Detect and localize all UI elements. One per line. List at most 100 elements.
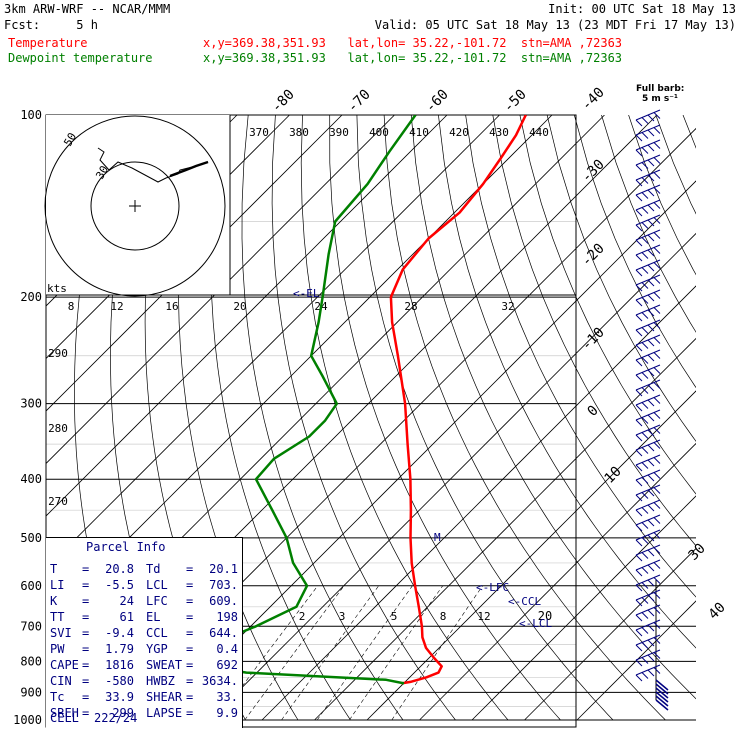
parcel-value: 644.: [209, 626, 238, 640]
wind-barb-flag: [647, 144, 655, 152]
hodograph-trace: [97, 147, 209, 183]
theta-label: 420: [449, 126, 469, 139]
parcel-value: -9.4: [105, 626, 134, 640]
wind-barb-flag: [641, 627, 649, 634]
full-barb-line2: 5 m s⁻¹: [642, 94, 678, 104]
wind-barb-flag: [653, 442, 661, 449]
parcel-row: CIN -580 HWBZ 3634. = =: [46, 674, 242, 690]
isotherm-line: [46, 115, 395, 465]
parcel-row: CAPE 1816 SWEAT 692 = =: [46, 658, 242, 674]
parcel-equals: =: [186, 706, 194, 720]
parcel-key: LI: [50, 578, 65, 592]
dry-adiabat-line: [655, 115, 696, 215]
wind-barb-flag: [641, 507, 649, 514]
wind-barb-flag: [641, 432, 649, 439]
dry-adiabat-line: [383, 115, 666, 721]
wind-barb-flag: [647, 609, 655, 617]
wind-barb-flag: [641, 192, 649, 199]
wind-barb-flag: [653, 127, 661, 134]
wind-barb-flag: [647, 204, 655, 212]
wind-barb-flag: [653, 607, 661, 614]
wind-barb-flag: [647, 579, 655, 587]
wind-barb-flag: [641, 342, 649, 349]
dry-adiabat-line: [300, 115, 509, 721]
isotherm-line: [314, 337, 696, 721]
wind-barb: [655, 695, 669, 707]
wind-barb-flag: [635, 554, 643, 562]
wind-barb-flag: [635, 464, 643, 472]
wind-barb: [655, 691, 669, 703]
wind-barb-flag: [653, 217, 661, 224]
isotherm-label: 30: [686, 541, 709, 564]
hodograph-speed-label: 8: [68, 300, 75, 313]
parcel-value: 299: [112, 706, 134, 720]
wind-barb-flag: [653, 652, 661, 659]
parcel-row: TT 61 EL 198 = =: [46, 610, 242, 626]
wind-barb-flag: [653, 112, 661, 119]
mixing-ratio-line: [281, 585, 379, 721]
parcel-equals: =: [82, 562, 90, 576]
wind-barb-flag: [641, 612, 649, 619]
parcel-key: CCL: [146, 626, 168, 640]
wind-barb-flag: [653, 247, 661, 254]
dry-adiabat-label: 290: [48, 347, 68, 360]
parcel-key: CIN: [50, 674, 72, 688]
wind-barb-flag: [653, 187, 661, 194]
parcel-key: Tc: [50, 690, 65, 704]
wind-barb-flag: [641, 162, 649, 169]
wind-barb-flag: [635, 419, 643, 427]
wind-barb-flag: [635, 134, 643, 142]
mixing-ratio-line: [244, 585, 345, 721]
pressure-label: 100: [20, 108, 42, 122]
wind-barb-flag: [641, 642, 649, 649]
parcel-key: LCL: [146, 578, 168, 592]
wind-barb-flag: [641, 327, 649, 334]
wind-barb-flag: [647, 129, 655, 137]
wind-barb-flag: [653, 397, 661, 404]
dry-adiabat-label: 270: [48, 495, 68, 508]
parcel-equals: =: [82, 594, 90, 608]
wind-barb-flag: [635, 359, 643, 367]
parcel-row: LI -5.5 LCL 703. = =: [46, 578, 242, 594]
parcel-key: EL: [146, 610, 161, 624]
isotherm-line: [471, 495, 696, 721]
parcel-value: 61: [119, 610, 134, 624]
wind-barb-flag: [641, 537, 649, 544]
isotherm-label: 20: [538, 609, 552, 623]
parcel-key: T: [50, 562, 58, 576]
dry-adiabat-line: [329, 115, 561, 721]
pressure-label: 700: [20, 619, 42, 633]
wind-barb-flag: [635, 434, 643, 442]
parcel-value: 3634.: [201, 674, 238, 688]
wind-barb-flag: [647, 384, 655, 392]
level-marker-label: <-EL: [293, 287, 320, 300]
wind-barb-flag: [653, 472, 661, 479]
wind-barb-flag: [641, 492, 649, 499]
wind-barb-flag: [641, 387, 649, 394]
wind-barb-flag: [653, 262, 661, 269]
pressure-label: 600: [20, 579, 42, 593]
parcel-value: 609.: [209, 594, 238, 608]
wind-barb-flag: [635, 404, 643, 412]
wind-barb-flag: [635, 389, 643, 397]
wind-barb-flag: [641, 447, 649, 454]
wind-barb-flag: [647, 399, 655, 407]
wind-barb-flag: [641, 222, 649, 229]
wind-barb-flag: [647, 219, 655, 227]
parcel-cell-label: CELL: [50, 711, 79, 725]
wind-barb-flag: [647, 159, 655, 167]
wind-barb-flag: [635, 254, 643, 262]
wind-barb-flag: [635, 584, 643, 592]
wind-barb-flag: [635, 164, 643, 172]
parcel-key: SVI: [50, 626, 72, 640]
parcel-value: 33.: [216, 690, 238, 704]
wind-barb-flag: [635, 674, 643, 682]
hodograph-ring: [44, 115, 226, 297]
isotherm-line: [46, 115, 343, 412]
full-barb-line1: Full barb:: [636, 84, 685, 94]
wind-barb-flag: [635, 479, 643, 487]
parcel-value: -5.5: [105, 578, 134, 592]
wind-barb-flag: [647, 279, 655, 287]
hodograph-speed-label: 32: [501, 300, 514, 313]
wind-barb-flag: [653, 202, 661, 209]
